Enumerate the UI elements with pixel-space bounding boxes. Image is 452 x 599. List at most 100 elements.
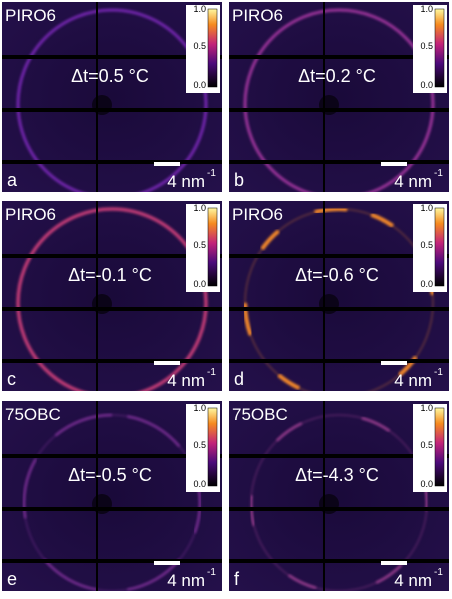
scattering-arc <box>361 416 391 432</box>
panel-label: b <box>234 170 244 190</box>
colorbar-tick-label: 1.0 <box>193 4 206 14</box>
scale-bar-label: 4 nm <box>167 371 205 390</box>
scattering-arc <box>275 422 303 442</box>
detector-gap <box>2 55 222 59</box>
scale-unit-exponent: -1 <box>434 567 443 578</box>
colorbar-tick-label: 1.0 <box>420 403 433 413</box>
scale-unit-exponent: -1 <box>207 367 216 378</box>
colorbar-tick-label: 0.5 <box>420 41 433 51</box>
sample-name: PIRO6 <box>5 6 56 25</box>
detector-gap <box>229 108 449 112</box>
colorbar-tick-label: 1.0 <box>193 403 206 413</box>
detector-gap <box>229 55 449 59</box>
detector-gap <box>96 201 98 391</box>
diffraction-image <box>229 2 449 192</box>
scale-bar-label: 4 nm <box>167 571 205 590</box>
panel: 1.0 0.5 0.0 75OBC Δt=-0.5 °C e 4 nm -1 <box>2 401 222 591</box>
temperature-offset: Δt=0.5 °C <box>71 66 149 86</box>
panel-label: f <box>234 569 240 589</box>
detector-gap <box>2 160 222 164</box>
scattering-ring <box>16 207 208 391</box>
colorbar-tick-label: 1.0 <box>193 203 206 213</box>
diffraction-image <box>229 401 449 591</box>
colorbar-tick-label: 0.5 <box>420 240 433 250</box>
scattering-arc <box>277 373 301 391</box>
scattering-arc <box>398 355 418 377</box>
colorbar-tick-label: 0.0 <box>193 80 206 90</box>
scattering-arc <box>243 302 253 336</box>
diffraction-image <box>229 201 449 397</box>
temperature-offset: Δt=-4.3 °C <box>295 465 379 485</box>
panel-label: a <box>7 170 18 190</box>
detector-gap <box>2 559 222 563</box>
detector-gap <box>323 401 325 591</box>
detector-gap <box>2 359 222 363</box>
scale-unit-exponent: -1 <box>207 168 216 179</box>
scale-bar <box>381 561 407 565</box>
scattering-arc <box>314 207 348 215</box>
diffraction-image <box>2 201 222 391</box>
panel: 1.0 0.5 0.0 PIRO6 Δt=0.5 °C a 4 nm -1 <box>2 2 222 192</box>
diffraction-image <box>2 2 222 192</box>
detector-gap <box>96 401 98 591</box>
sample-name: PIRO6 <box>5 205 56 224</box>
scale-bar <box>381 162 407 166</box>
scale-unit-exponent: -1 <box>207 567 216 578</box>
detector-gap <box>323 201 325 391</box>
detector-gap <box>229 160 449 164</box>
panel-label: c <box>7 369 16 389</box>
scale-bar-label: 4 nm <box>394 172 432 191</box>
sample-name: 75OBC <box>232 405 288 424</box>
temperature-offset: Δt=0.2 °C <box>298 66 376 86</box>
scale-unit-exponent: -1 <box>434 168 443 179</box>
scale-bar <box>381 361 407 365</box>
colorbar-tick-label: 0.5 <box>420 440 433 450</box>
temperature-offset: Δt=-0.6 °C <box>295 265 379 285</box>
scale-bar-label: 4 nm <box>394 571 432 590</box>
panel: 1.0 0.5 0.0 PIRO6 Δt=-0.1 °C c 4 nm -1 <box>2 201 222 391</box>
sample-name: PIRO6 <box>232 205 283 224</box>
detector-gap <box>229 359 449 363</box>
colorbar-tick-label: 0.5 <box>193 41 206 51</box>
panel-label: e <box>7 569 17 589</box>
detector-gap <box>323 2 325 192</box>
colorbar-tick-label: 1.0 <box>420 203 433 213</box>
panel: 1.0 0.5 0.0 75OBC Δt=-4.3 °C f 4 nm -1 <box>229 401 449 591</box>
scattering-arc <box>260 229 280 251</box>
colorbar <box>207 407 218 487</box>
scattering-arc <box>127 415 181 448</box>
detector-gap <box>2 108 222 112</box>
scattering-arc <box>22 458 37 519</box>
scale-bar-label: 4 nm <box>167 172 205 191</box>
detector-gap <box>2 307 222 311</box>
colorbar <box>434 8 445 88</box>
scattering-arc <box>375 564 403 584</box>
sample-name: PIRO6 <box>232 6 283 25</box>
scale-unit-exponent: -1 <box>434 367 443 378</box>
colorbar-tick-label: 1.0 <box>420 4 433 14</box>
colorbar <box>434 407 445 487</box>
scattering-arc <box>287 574 317 590</box>
detector-gap <box>229 307 449 311</box>
scale-bar <box>154 361 180 365</box>
detector-gap <box>2 454 222 458</box>
panel: 1.0 0.5 0.0 PIRO6 Δt=0.2 °C b 4 nm -1 <box>229 2 449 192</box>
colorbar-tick-label: 0.5 <box>193 240 206 250</box>
colorbar-tick-label: 0.0 <box>193 279 206 289</box>
colorbar <box>207 207 218 287</box>
detector-gap <box>229 454 449 458</box>
panel-label: d <box>234 369 244 389</box>
colorbar-tick-label: 0.0 <box>420 80 433 90</box>
scattering-arc <box>331 394 364 397</box>
detector-gap <box>229 559 449 563</box>
scattering-arc <box>370 212 395 228</box>
temperature-offset: Δt=-0.1 °C <box>68 265 152 285</box>
panel: 1.0 0.5 0.0 PIRO6 Δt=-0.6 °C d 4 nm -1 <box>229 201 449 397</box>
colorbar <box>434 207 445 287</box>
diffraction-image <box>2 401 222 591</box>
detector-gap <box>2 254 222 258</box>
scale-bar <box>154 561 180 565</box>
scattering-ring <box>243 8 435 192</box>
detector-gap <box>229 507 449 511</box>
